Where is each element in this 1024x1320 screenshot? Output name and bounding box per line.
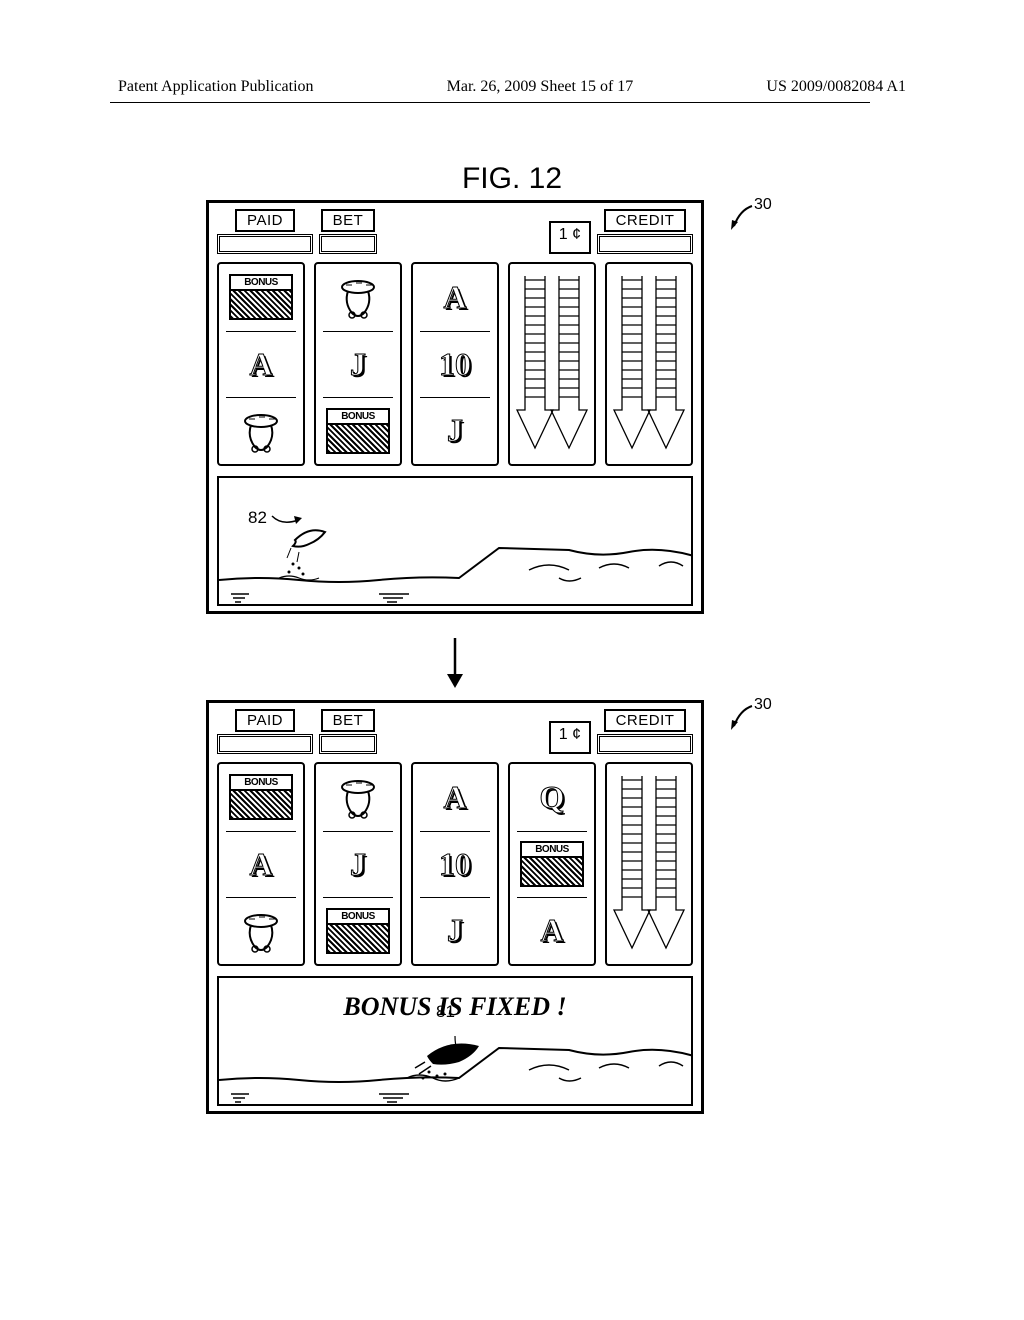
- fruit-symbol-icon: [237, 407, 285, 455]
- ref-81: 81: [436, 1002, 455, 1022]
- symbol-cell: BONUS: [219, 764, 303, 831]
- reel-5: [605, 262, 693, 466]
- credit-label: CREDIT: [604, 209, 687, 232]
- bonus-symbol-icon: BONUS: [520, 841, 584, 887]
- header-rule: [110, 102, 870, 103]
- bottom-scene: BONUS IS FIXED !: [217, 976, 693, 1106]
- reel-2: J BONUS: [314, 262, 402, 466]
- bet-label: BET: [321, 709, 376, 732]
- symbol-cell: J: [316, 331, 400, 398]
- denom-display: 1 ¢: [549, 721, 591, 754]
- fish-jumping-icon: [279, 530, 325, 580]
- card-symbol-A: A: [540, 912, 563, 949]
- spinning-reel-icon: [611, 268, 687, 460]
- game-screen-bottom: PAID BET 1 ¢ CREDIT BONUSAJBONUSA10JQBON…: [206, 700, 704, 1114]
- card-symbol-J: J: [447, 912, 463, 949]
- paid-label: PAID: [235, 709, 295, 732]
- card-symbol-ten: 10: [439, 346, 471, 383]
- fruit-symbol-icon: [334, 273, 382, 321]
- symbol-cell: 10: [413, 331, 497, 398]
- credit-label: CREDIT: [604, 709, 687, 732]
- symbol-cell: [316, 764, 400, 831]
- card-symbol-A: A: [443, 279, 466, 316]
- spinning-reel-icon: [611, 768, 687, 960]
- paid-slot: PAID: [217, 209, 313, 254]
- symbol-cell: Q: [510, 764, 594, 831]
- symbol-cell: J: [413, 897, 497, 964]
- paid-value: [217, 234, 313, 254]
- paid-label: PAID: [235, 209, 295, 232]
- bet-value: [319, 734, 377, 754]
- denom-display: 1 ¢: [549, 221, 591, 254]
- bonus-symbol-icon: BONUS: [229, 774, 293, 820]
- symbol-cell: [219, 897, 303, 964]
- card-symbol-A: A: [249, 846, 272, 883]
- symbol-cell: [316, 264, 400, 331]
- bonus-symbol-icon: BONUS: [229, 274, 293, 320]
- symbol-cell: A: [219, 331, 303, 398]
- reel-4: [508, 262, 596, 466]
- ref-30-bottom: 30: [730, 700, 770, 735]
- bonus-symbol-icon: BONUS: [326, 408, 390, 454]
- card-symbol-ten: 10: [439, 846, 471, 883]
- ref-30-top: 30: [730, 200, 770, 235]
- ref-82: 82: [248, 508, 267, 528]
- paid-value: [217, 734, 313, 754]
- fruit-symbol-icon: [237, 907, 285, 955]
- bet-slot: BET: [319, 209, 377, 254]
- card-symbol-A: A: [249, 346, 272, 383]
- header-middle: Mar. 26, 2009 Sheet 15 of 17: [447, 78, 634, 96]
- card-symbol-Q: Q: [540, 779, 565, 816]
- reel-5: [605, 762, 693, 966]
- reel-area: BONUS A J BONUS A 10 J: [209, 258, 701, 470]
- transition-arrow-icon: [440, 636, 470, 695]
- reel-1: BONUS A: [217, 762, 305, 966]
- symbol-cell: A: [510, 897, 594, 964]
- symbol-cell: J: [316, 831, 400, 898]
- sea-scene-icon: [219, 478, 693, 606]
- bonus-fixed-text: BONUS IS FIXED !: [219, 992, 691, 1022]
- symbol-cell: BONUS: [316, 397, 400, 464]
- card-symbol-J: J: [350, 346, 366, 383]
- card-symbol-J: J: [350, 846, 366, 883]
- symbol-cell: 10: [413, 831, 497, 898]
- bet-slot: BET: [319, 709, 377, 754]
- reel-3: A 10 J: [411, 262, 499, 466]
- symbol-cell: BONUS: [316, 897, 400, 964]
- bottom-scene: [217, 476, 693, 606]
- symbol-cell: [219, 397, 303, 464]
- credit-slot: CREDIT: [597, 209, 693, 254]
- reel-1: BONUS A: [217, 262, 305, 466]
- symbol-cell: BONUS: [219, 264, 303, 331]
- figure-title: FIG. 12: [0, 162, 1024, 196]
- credit-value: [597, 734, 693, 754]
- paid-slot: PAID: [217, 709, 313, 754]
- header-right: US 2009/0082084 A1: [766, 78, 906, 96]
- symbol-cell: A: [219, 831, 303, 898]
- fruit-symbol-icon: [334, 773, 382, 821]
- card-symbol-A: A: [443, 779, 466, 816]
- bonus-symbol-icon: BONUS: [326, 908, 390, 954]
- credit-slot: CREDIT: [597, 709, 693, 754]
- reel-area: BONUS A J BONUS A 10 J Q BONUS A: [209, 758, 701, 970]
- symbol-cell: J: [413, 397, 497, 464]
- card-symbol-J: J: [447, 412, 463, 449]
- page-header: Patent Application Publication Mar. 26, …: [0, 78, 1024, 96]
- reel-2: J BONUS: [314, 762, 402, 966]
- reel-4: Q BONUS A: [508, 762, 596, 966]
- bet-value: [319, 234, 377, 254]
- credit-value: [597, 234, 693, 254]
- game-screen-top: PAID BET 1 ¢ CREDIT BONUS A J BONUS A 10 J: [206, 200, 704, 614]
- fish-splash-icon: [407, 1036, 479, 1081]
- symbol-cell: BONUS: [510, 831, 594, 898]
- info-bar: PAID BET 1 ¢ CREDIT: [209, 703, 701, 758]
- symbol-cell: A: [413, 264, 497, 331]
- spinning-reel-icon: [514, 268, 590, 460]
- bet-label: BET: [321, 209, 376, 232]
- symbol-cell: A: [413, 764, 497, 831]
- header-left: Patent Application Publication: [118, 78, 314, 96]
- reel-3: A 10 J: [411, 762, 499, 966]
- info-bar: PAID BET 1 ¢ CREDIT: [209, 203, 701, 258]
